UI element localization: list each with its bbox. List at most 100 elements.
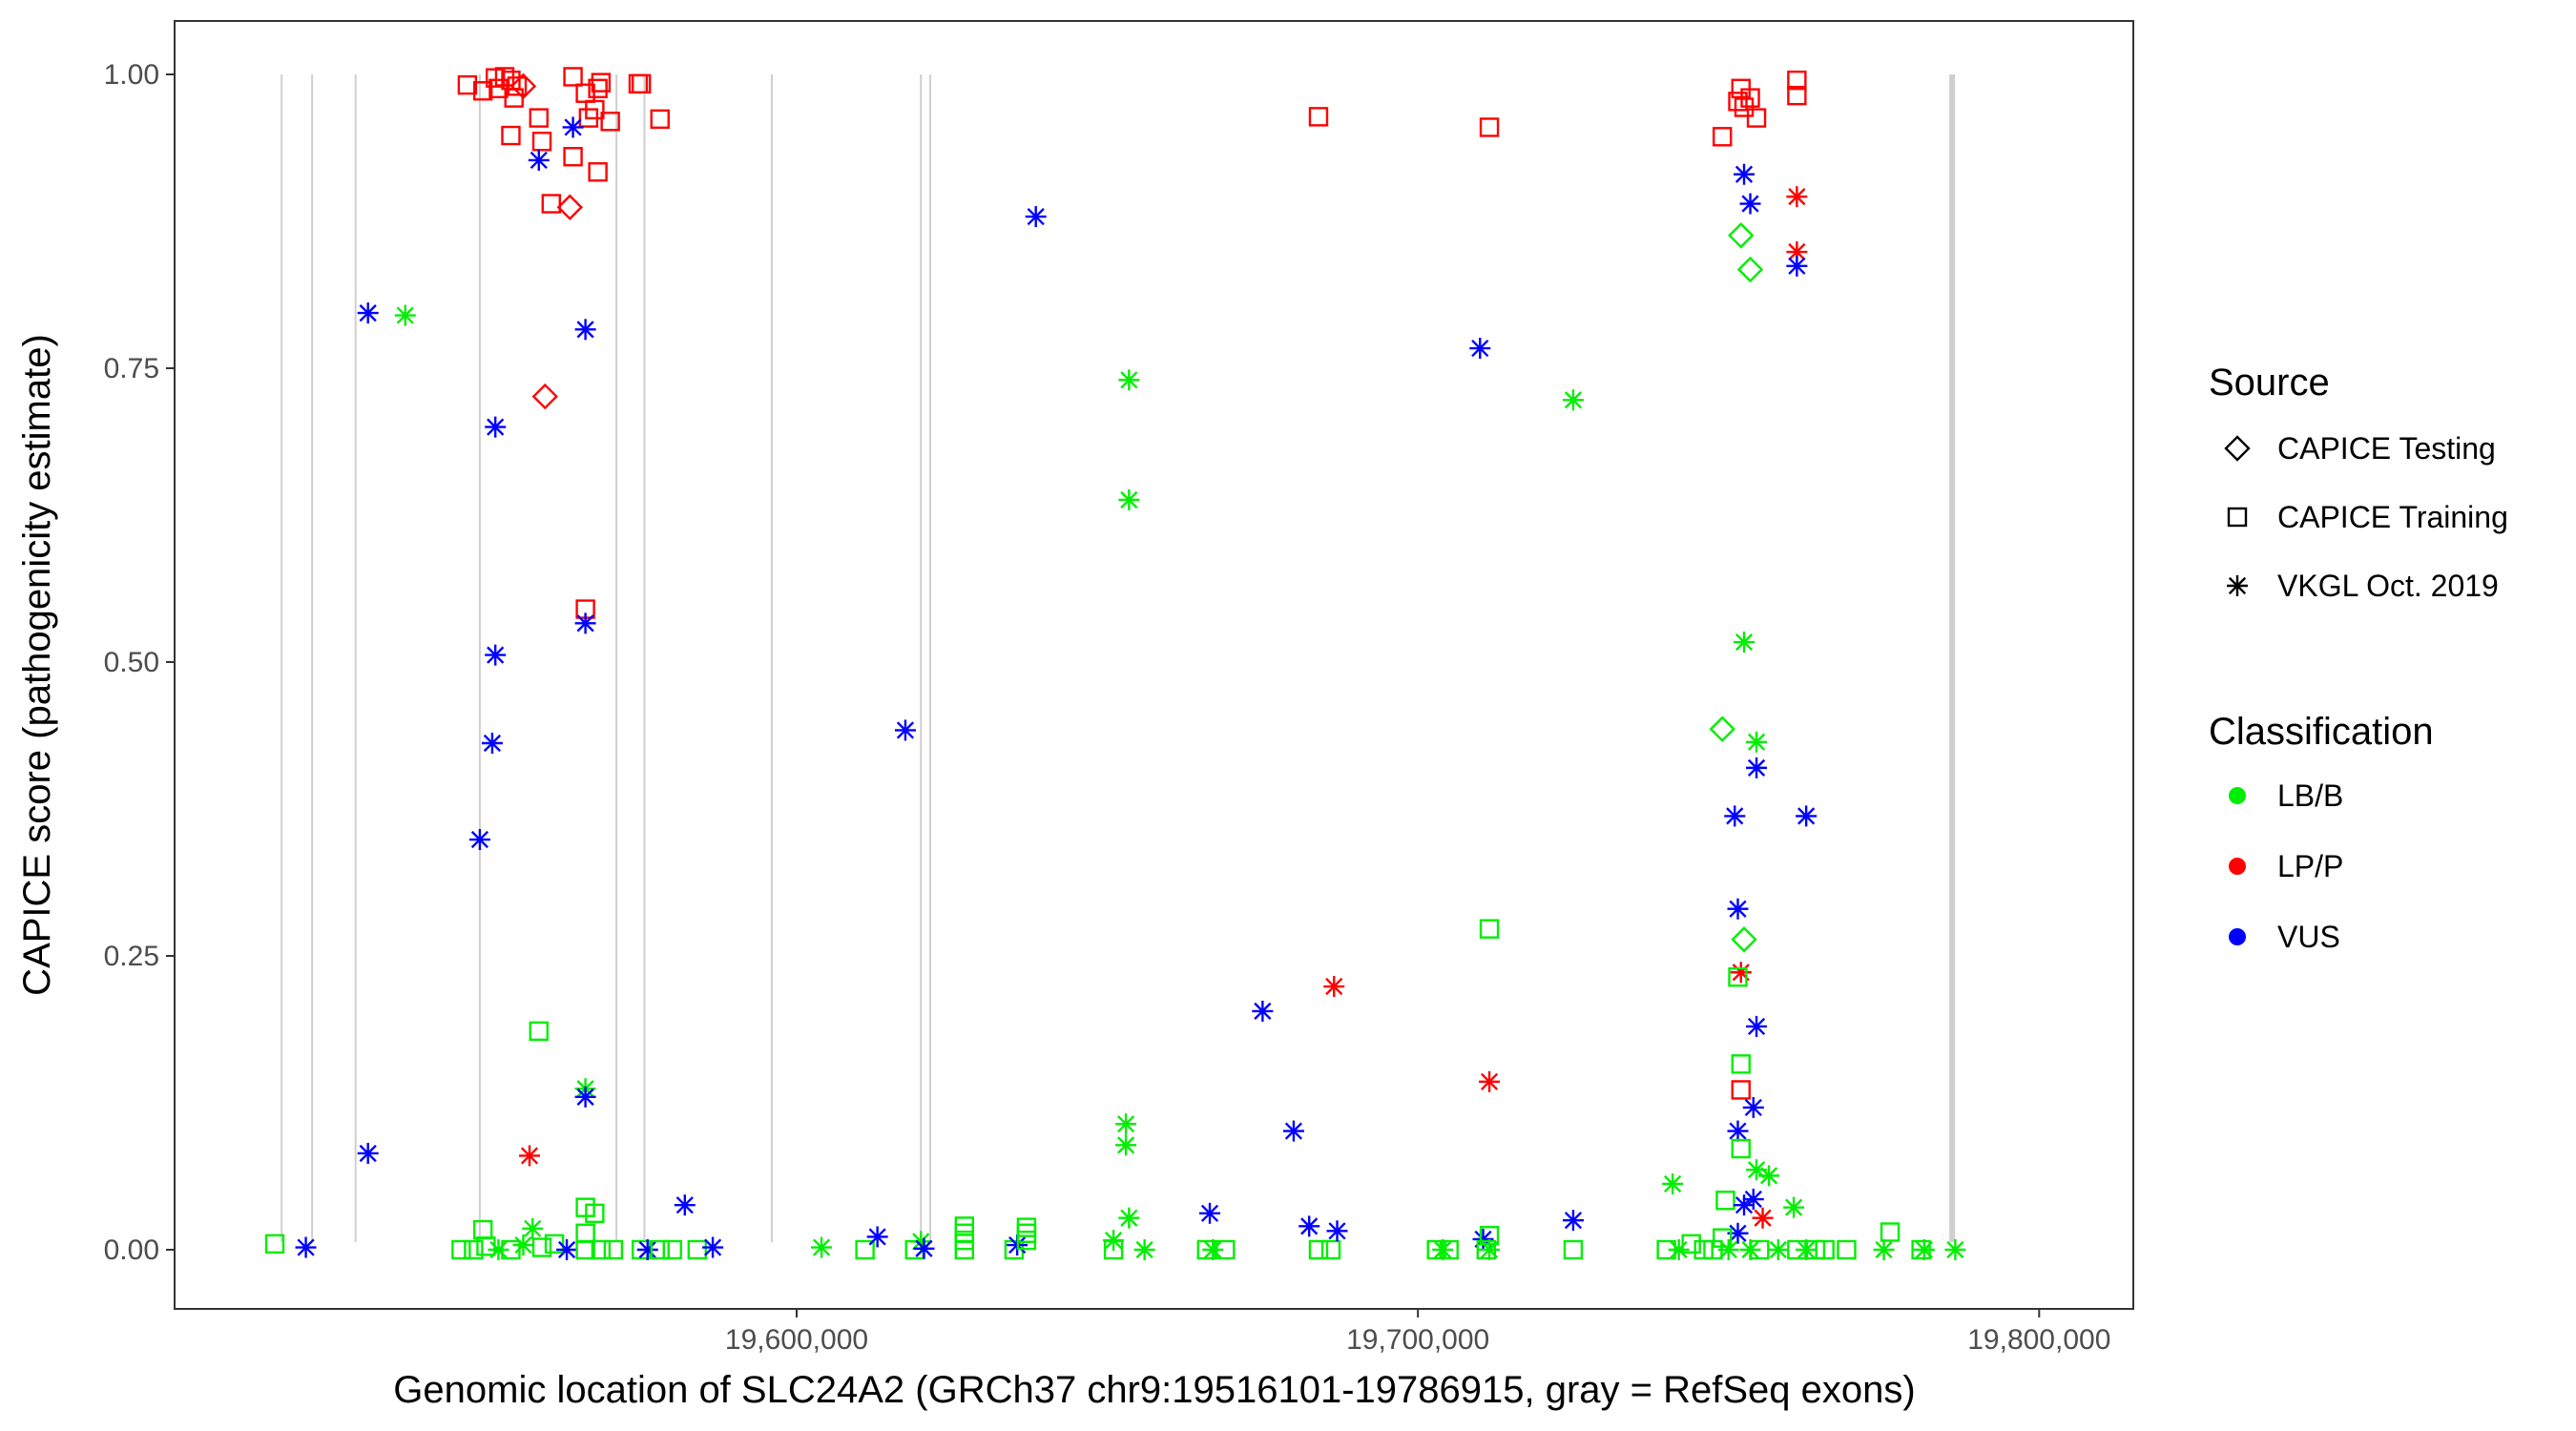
x-tick-label: 19,600,000 [725,1324,868,1356]
point-asterisk [1562,1210,1584,1232]
point-asterisk [1298,1215,1320,1237]
x-tick-label: 19,800,000 [1967,1324,2110,1356]
point-asterisk [1746,757,1768,778]
point-square [1308,1239,1329,1260]
y-tick-label: 1.00 [104,59,159,91]
plot-panel-border [174,20,2134,1310]
point-square [541,194,561,214]
point-asterisk [295,1236,317,1258]
point-asterisk [1118,369,1140,391]
point-square [531,1237,552,1257]
legend-item: LB/B [2229,778,2343,813]
point-asterisk [481,733,503,755]
point-diamond [1709,716,1735,742]
point-asterisk [528,149,550,171]
point-asterisk [1734,163,1755,185]
point-asterisk [1944,1239,1966,1260]
point-square [1308,107,1329,127]
point-dot [2229,928,2246,945]
point-asterisk [1746,1159,1768,1181]
point-square [1787,70,1807,91]
point-dot [2229,787,2246,804]
point-asterisk [556,1239,578,1260]
point-square [1215,1239,1236,1260]
point-square [585,99,605,120]
legend-label: VUS [2277,920,2340,954]
point-asterisk [574,319,596,341]
point-square [529,1021,549,1042]
point-square [632,73,652,94]
point-square [1728,92,1748,112]
point-asterisk [1742,1096,1764,1118]
point-asterisk [1202,1239,1224,1260]
point-asterisk [485,416,507,438]
point-asterisk [1282,1120,1304,1142]
legend-item: CAPICE Testing [2224,431,2496,466]
x-axis-label: Genomic location of SLC24A2 (GRCh37 chr9… [393,1369,1915,1411]
point-square [1681,1234,1701,1255]
point-asterisk [1323,976,1345,998]
point-square [501,125,521,146]
y-tick-label: 0.50 [104,647,159,678]
point-square [855,1239,875,1260]
point-asterisk [1873,1239,1895,1260]
point-asterisk [2227,575,2248,596]
point-asterisk [1115,1113,1137,1135]
point-asterisk [1025,206,1047,228]
point-asterisk [512,1234,534,1256]
point-square [588,78,608,98]
point-asterisk [1668,1239,1690,1260]
point-asterisk [1734,632,1755,653]
point-asterisk [1746,731,1768,753]
point-asterisk [636,1239,658,1260]
point-asterisk [1662,1173,1684,1195]
point-asterisk [702,1236,724,1258]
point-square [472,81,493,101]
y-axis: 0.00 0.25 0.50 0.75 1.00 [104,59,175,1266]
point-square [563,67,583,87]
point-asterisk [894,719,916,741]
point-asterisk [1727,898,1749,920]
point-diamond [1731,926,1757,953]
x-axis: 19,600,000 19,700,000 19,800,000 [725,1309,2110,1356]
point-asterisk [1326,1220,1348,1242]
point-asterisk [913,1237,935,1259]
point-dot [2229,858,2246,875]
point-square [464,1239,484,1260]
y-tick-label: 0.75 [104,353,159,384]
point-square [1016,1217,1037,1237]
point-square [600,112,620,132]
y-axis-label: CAPICE score (pathogenicity estimate) [16,334,58,996]
point-square [1837,1239,1857,1260]
point-square [563,147,583,167]
point-asterisk [1724,805,1746,827]
point-square [1815,1239,1835,1260]
point-diamond [531,383,558,410]
point-square [662,1239,682,1260]
point-asterisk [357,1142,379,1164]
point-square [954,1216,975,1236]
legend-group: Source CAPICE Testing CAPICE Training VKGL … [2209,362,2508,603]
point-asterisk [1727,1120,1749,1142]
point-square [575,1239,595,1260]
point-square [591,73,612,93]
point-asterisk [485,644,507,666]
point-diamond [556,194,584,220]
legend: Source CAPICE Testing CAPICE Training VKGL … [2209,362,2508,954]
point-square [1479,117,1500,137]
point-square [1740,88,1760,108]
point-diamond [509,73,537,100]
point-asterisk [1479,1070,1501,1092]
legend-item: VUS [2229,920,2340,954]
point-asterisk [674,1194,696,1216]
point-asterisk [1118,488,1140,510]
point-square [1880,1222,1901,1242]
point-square [1731,1138,1751,1159]
point-square [1728,966,1748,987]
legend-title: Classification [2209,711,2434,753]
point-asterisk [562,116,584,138]
point-diamond [2224,435,2251,462]
point-square [1103,1239,1124,1260]
point-asterisk [468,829,490,851]
point-square [1479,919,1500,939]
